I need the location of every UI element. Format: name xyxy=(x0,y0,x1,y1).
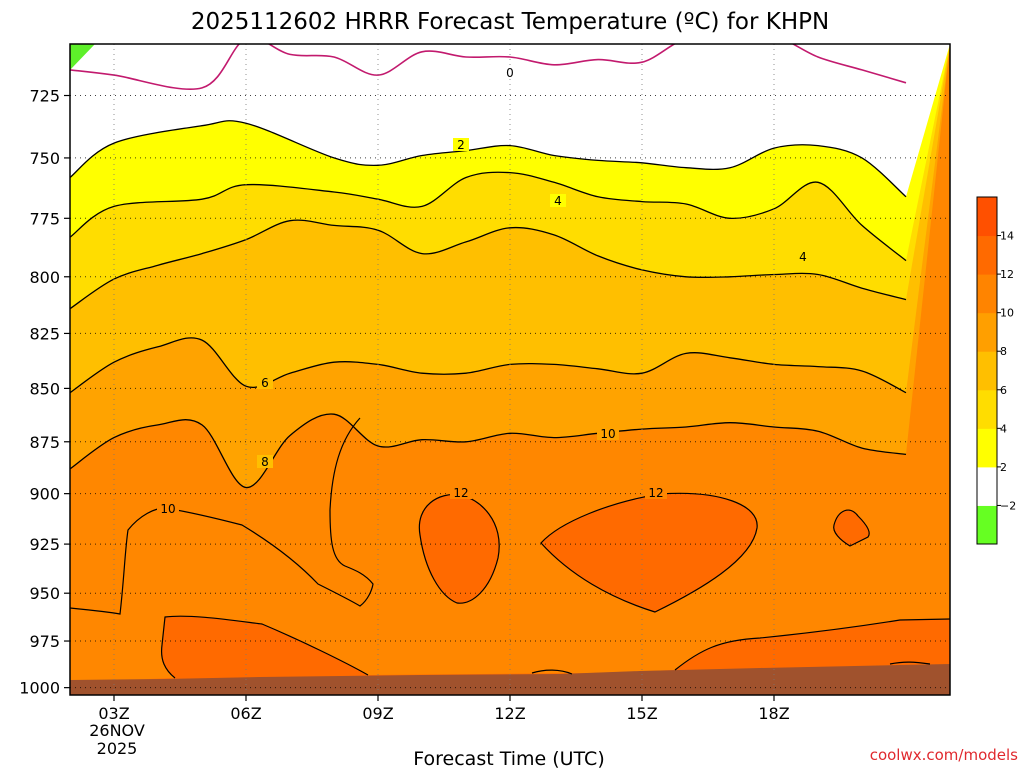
fill-12-14-blob-b xyxy=(541,493,758,612)
y-axis: 725 750 775 800 825 850 875 900 925 950 975 1000 xyxy=(19,87,70,698)
legend-labels: −2 2 4 6 8 10 12 14 xyxy=(997,230,1016,512)
contour-label-10-b: 10 xyxy=(157,502,179,516)
legend-frame xyxy=(976,196,998,545)
x-axis-label: Forecast Time (UTC) xyxy=(413,748,604,768)
x-tick-label-15Z: 15Z xyxy=(626,704,657,723)
isotherm-2 xyxy=(70,120,907,198)
y-tick-label-975: 975 xyxy=(29,632,60,651)
y-tick-label-950: 950 xyxy=(29,584,60,603)
legend-label-2: 4 xyxy=(1000,422,1007,435)
legend-swatches xyxy=(977,197,997,545)
contour-label-8: 8 xyxy=(257,455,273,469)
contour-label-12-b: 12 xyxy=(645,486,667,500)
color-legend: −2 2 4 6 8 10 12 14 xyxy=(976,196,1016,545)
svg-text:6: 6 xyxy=(261,376,269,390)
grid-lines xyxy=(70,44,950,695)
svg-text:10: 10 xyxy=(600,427,615,441)
contour-label-12-a: 12 xyxy=(450,486,472,500)
contour-12-c xyxy=(833,509,870,547)
y-tick-label-875: 875 xyxy=(29,433,60,452)
y-tick-label-825: 825 xyxy=(29,324,60,343)
svg-text:4: 4 xyxy=(554,194,562,208)
contour-14-bump xyxy=(531,669,573,675)
y-tick-label-725: 725 xyxy=(29,87,60,106)
legend-label-3: 6 xyxy=(1000,384,1007,397)
chart-title: 2025112602 HRRR Forecast Temperature (ºC… xyxy=(191,9,829,35)
contour-14-bump-right xyxy=(889,661,931,665)
svg-text:2: 2 xyxy=(457,138,465,152)
contour-12-b xyxy=(540,492,758,613)
legend-label-5: 10 xyxy=(1000,307,1014,320)
isotherm-4 xyxy=(70,171,907,262)
contour-label-4-a: 4 xyxy=(550,194,566,208)
fill-12-14-blob-a xyxy=(419,494,500,604)
contour-labels: 0 2 4 4 6 8 10 10 12 12 xyxy=(157,66,811,516)
legend-swatch-0 xyxy=(977,505,997,545)
contour-label-6: 6 xyxy=(257,376,273,390)
x-tick-label-09Z: 09Z xyxy=(362,704,393,723)
y-tick-label-775: 775 xyxy=(29,209,60,228)
contour-label-4-b: 4 xyxy=(795,250,811,264)
legend-swatch-1 xyxy=(977,466,997,506)
legend-swatch-8 xyxy=(977,197,997,237)
x-tick-label-12Z: 12Z xyxy=(494,704,525,723)
contour-12-lower-right xyxy=(674,618,950,671)
fill-below-zero xyxy=(70,44,95,70)
x-tick-label-03Z: 03Z xyxy=(98,704,129,723)
svg-text:0: 0 xyxy=(506,66,514,80)
y-tick-label-1000: 1000 xyxy=(19,679,60,698)
contour-10-lower xyxy=(70,417,374,615)
svg-text:12: 12 xyxy=(453,486,468,500)
legend-swatch-5 xyxy=(977,312,997,352)
isotherm-6 xyxy=(70,219,907,310)
y-tick-label-800: 800 xyxy=(29,268,60,287)
svg-text:4: 4 xyxy=(799,250,807,264)
x-date-label-year: 2025 xyxy=(97,739,138,758)
x-axis: 03Z 06Z 09Z 12Z 15Z 18Z xyxy=(98,695,790,723)
y-tick-label-925: 925 xyxy=(29,535,60,554)
contour-label-0: 0 xyxy=(502,66,518,80)
plot-area xyxy=(70,44,950,695)
svg-text:10: 10 xyxy=(160,502,175,516)
svg-text:8: 8 xyxy=(261,455,269,469)
legend-swatch-7 xyxy=(977,235,997,275)
contour-label-2: 2 xyxy=(453,138,469,152)
legend-swatch-3 xyxy=(977,389,997,429)
legend-label-7: 14 xyxy=(1000,230,1014,243)
x-tick-label-06Z: 06Z xyxy=(230,704,261,723)
svg-text:12: 12 xyxy=(648,486,663,500)
legend-swatch-4 xyxy=(977,351,997,391)
isotherm-10 xyxy=(70,413,907,489)
contour-12-a xyxy=(418,493,500,604)
fill-0-2 xyxy=(70,44,950,197)
legend-label-4: 8 xyxy=(1000,345,1007,358)
source-credit: coolwx.com/models xyxy=(870,746,1018,764)
contour-label-10-a: 10 xyxy=(597,427,619,441)
legend-label-6: 12 xyxy=(1000,268,1014,281)
contour-12-lower xyxy=(160,615,369,679)
x-date-label-day: 26NOV xyxy=(89,721,145,740)
legend-swatch-2 xyxy=(977,428,997,468)
y-tick-label-850: 850 xyxy=(29,379,60,398)
isotherm-8 xyxy=(70,337,907,394)
y-tick-label-900: 900 xyxy=(29,485,60,504)
y-tick-label-750: 750 xyxy=(29,149,60,168)
legend-label-1: 2 xyxy=(1000,461,1007,474)
legend-label-0: −2 xyxy=(1000,499,1016,512)
x-tick-label-18Z: 18Z xyxy=(758,704,789,723)
legend-swatch-6 xyxy=(977,274,997,314)
